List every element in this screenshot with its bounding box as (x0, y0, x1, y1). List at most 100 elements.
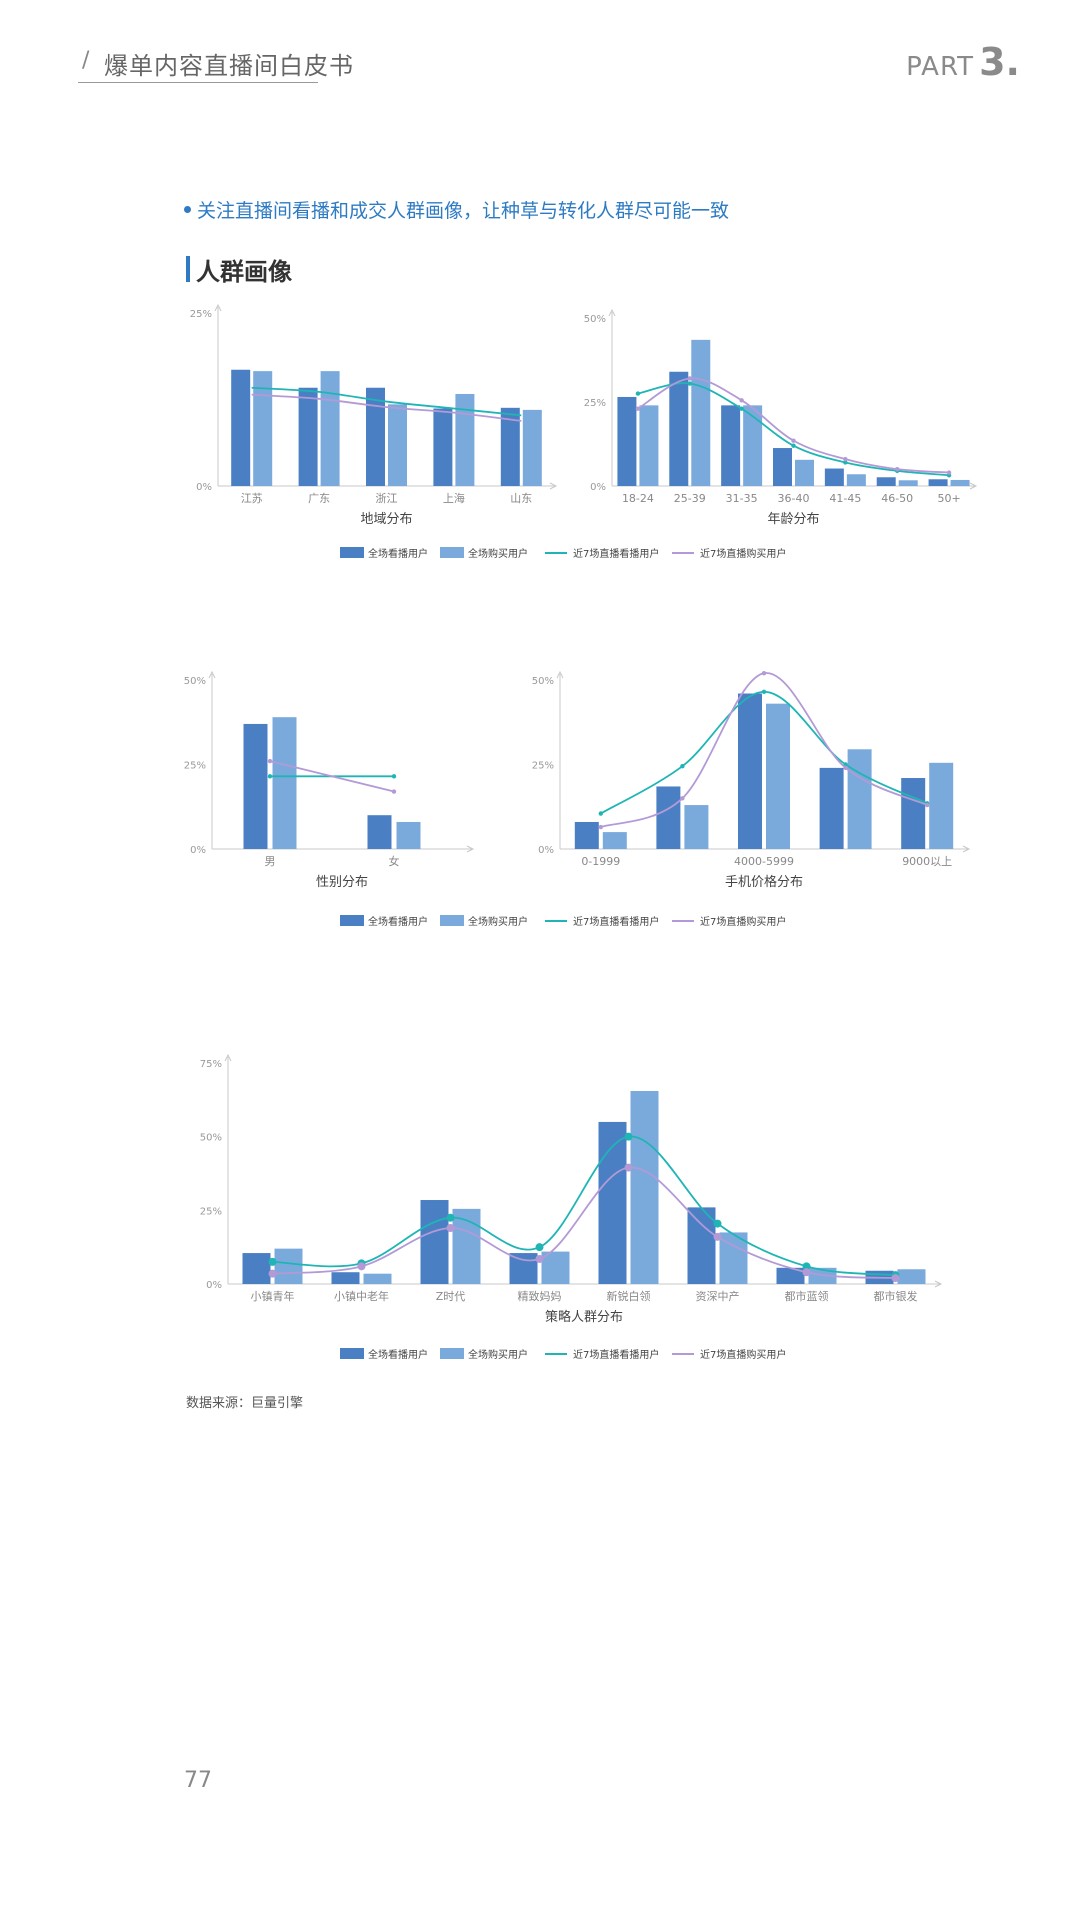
phone-line-point (843, 762, 848, 767)
bullet-text: 关注直播间看播和成交人群画像，让种草与转化人群尽可能一致 (197, 200, 730, 222)
age-line-point (687, 381, 692, 386)
strategy-line-point (446, 1224, 455, 1233)
age-line-point (687, 376, 692, 381)
age-bar (928, 479, 948, 486)
row1-legend-label: 全场看播用户 (368, 547, 428, 560)
row2-legend-label: 全场看播用户 (368, 915, 428, 928)
row1-legend-label: 近7场直播购买用户 (700, 547, 786, 560)
gender-x-tick: 女 (389, 854, 400, 868)
strategy-line-point (268, 1257, 277, 1266)
phone-y-arrow-icon (556, 670, 564, 679)
strategy-bar (509, 1253, 538, 1284)
row2-legend-label: 全场购买用户 (468, 915, 528, 928)
age-x-title: 年龄分布 (767, 512, 819, 527)
age-y-tick: 0% (590, 482, 606, 493)
age-x-tick: 36-40 (778, 492, 810, 505)
gender-y-tick: 25% (184, 761, 206, 772)
gender-line-point (391, 774, 397, 779)
strategy-x-tick: 精致妈妈 (518, 1289, 562, 1303)
age-bar (898, 480, 918, 486)
region-x-tick: 上海 (443, 491, 465, 505)
phone-line-point (598, 811, 603, 816)
region-x-tick: 山东 (510, 492, 532, 505)
phone-x-tick: 9000以上 (902, 855, 952, 868)
age-line-point (843, 456, 848, 462)
phone-line-point (598, 824, 603, 830)
age-line-point (895, 467, 900, 472)
age-line-point (791, 443, 796, 448)
strategy-bar (598, 1121, 627, 1284)
region-y-tick: 25% (190, 309, 212, 320)
phone-line-point (925, 802, 930, 808)
strategy-line-point (802, 1262, 811, 1271)
age-y-tick: 25% (584, 398, 606, 409)
strategy-x-tick: 都市银发 (874, 1289, 918, 1303)
strategy-bar (897, 1269, 926, 1284)
phone-x-tick: 0-1999 (581, 855, 620, 868)
region-y-tick: 0% (196, 482, 212, 493)
header-slash: / (82, 48, 90, 73)
phone-line-point (680, 763, 685, 769)
age-line-point (791, 438, 796, 443)
age-line-point (946, 470, 952, 475)
region-bar (522, 409, 542, 486)
phone-series-line (600, 690, 928, 815)
strategy-bar (363, 1273, 392, 1284)
gender-bar (396, 821, 421, 849)
age-y-tick: 50% (584, 314, 606, 325)
phone-bar (847, 749, 872, 849)
strategy-line-point (535, 1254, 544, 1263)
row3-legend-swatch (340, 1348, 364, 1359)
gender-bar (367, 815, 392, 849)
strategy-bar (242, 1253, 271, 1284)
strategy-line-point (802, 1268, 811, 1277)
region-x-tick: 浙江 (376, 492, 398, 505)
phone-bar (656, 786, 681, 849)
header-underline (78, 82, 318, 83)
row3-legend-label: 近7场直播看播用户 (573, 1348, 659, 1361)
row2-legend-swatch (340, 915, 364, 926)
age-bar (743, 405, 763, 486)
region-bar (253, 371, 273, 486)
row2-legend-swatch (440, 915, 464, 926)
strategy-bar (541, 1251, 570, 1284)
region-bar (455, 393, 475, 486)
row2-legend-label: 近7场直播看播用户 (573, 915, 659, 928)
phone-bar (819, 767, 844, 849)
strategy-x-tick: 资深中产 (696, 1289, 740, 1303)
age-x-tick: 50+ (937, 492, 960, 505)
gender-series-line (269, 760, 395, 793)
region-x-tick: 江苏 (241, 492, 263, 505)
phone-bar (766, 703, 790, 849)
section-accent-bar (186, 256, 190, 282)
gender-y-tick: 50% (184, 676, 206, 687)
age-bar (617, 396, 637, 486)
region-series-line (251, 386, 522, 417)
strategy-x-arrow-icon (934, 1280, 943, 1288)
phone-y-tick: 0% (538, 845, 554, 856)
strategy-line-point (713, 1232, 722, 1241)
age-bar (795, 459, 814, 486)
row3-legend-swatch (440, 1348, 464, 1359)
age-bar (691, 339, 711, 486)
row1-legend-swatch (440, 547, 464, 558)
strategy-bar (331, 1272, 360, 1284)
strategy-y-tick: 0% (206, 1280, 222, 1291)
gender-bar (272, 717, 297, 849)
region-x-tick: 广东 (308, 492, 330, 505)
part-number: 3. (979, 40, 1020, 84)
phone-bar (602, 832, 627, 849)
strategy-x-tick: Z时代 (436, 1290, 466, 1303)
strategy-line-point (891, 1274, 900, 1283)
strategy-x-title: 策略人群分布 (545, 1309, 623, 1325)
row1-legend-label: 全场购买用户 (468, 547, 528, 560)
strategy-line-point (535, 1243, 544, 1252)
age-bar (773, 448, 792, 486)
age-x-tick: 31-35 (726, 492, 758, 505)
strategy-x-tick: 新锐白领 (607, 1289, 651, 1303)
age-bar (639, 405, 659, 486)
strategy-bar (274, 1248, 303, 1284)
age-x-tick: 18-24 (622, 492, 654, 505)
strategy-x-tick: 小镇青年 (251, 1289, 295, 1303)
